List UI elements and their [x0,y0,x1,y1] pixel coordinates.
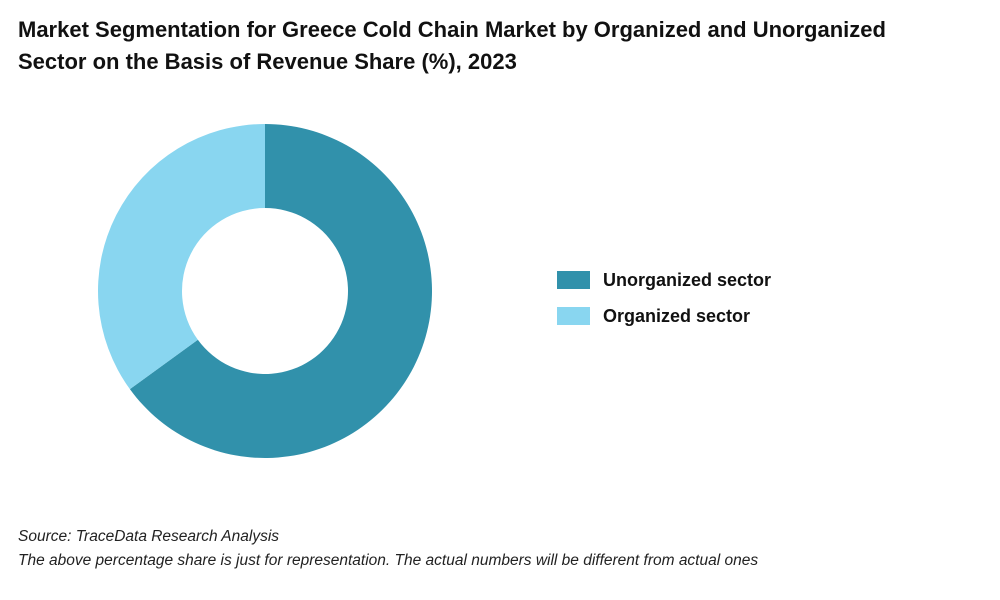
disclaimer-text: The above percentage share is just for r… [18,552,759,569]
donut-slice-unorganized-sector [129,124,432,458]
donut-slice-organized-sector [97,124,265,390]
legend-label-unorganized: Unorganized sector [603,269,772,290]
chart-title: Market Segmentation for Greece Cold Chai… [18,17,886,74]
legend-swatch-organized [557,307,590,325]
legend-item-unorganized: Unorganized sector [557,262,771,298]
legend-swatch-unorganized [557,271,590,289]
source-text: Source: TraceData Research Analysis [18,528,280,545]
legend-item-organized: Organized sector [557,298,771,334]
legend-label-organized: Organized sector [603,305,751,326]
legend: Unorganized sector Organized sector [557,262,771,334]
